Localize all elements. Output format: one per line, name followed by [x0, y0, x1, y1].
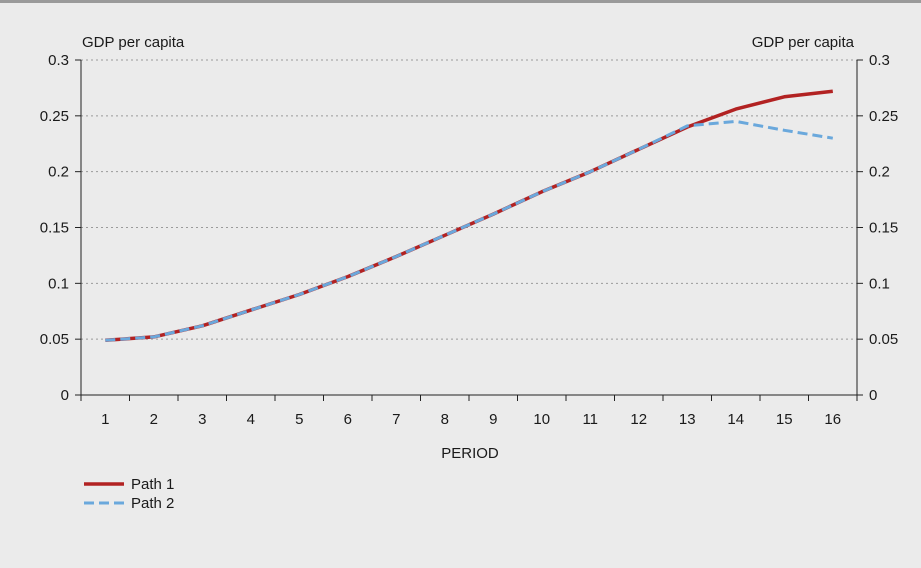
y-left-axis-title: GDP per capita [82, 34, 185, 51]
x-axis-title: PERIOD [441, 445, 499, 462]
x-tick-label-5: 6 [344, 411, 352, 428]
x-tick-label-11: 12 [630, 411, 647, 428]
x-tick-label-14: 15 [776, 411, 793, 428]
legend: Path 1 Path 2 [84, 476, 174, 512]
x-tick-label-13: 14 [727, 411, 744, 428]
y-right-tick-label-5: 0.25 [869, 108, 898, 125]
tick-marks [75, 59, 863, 401]
y-left-tick-label-2: 0.1 [48, 275, 69, 292]
y-left-tick-label-5: 0.25 [40, 108, 69, 125]
y-right-tick-label-3: 0.15 [869, 220, 898, 237]
y-left-tick-label-4: 0.2 [48, 164, 69, 181]
x-tick-label-7: 8 [441, 411, 449, 428]
y-right-tick-label-4: 0.2 [869, 164, 890, 181]
x-tick-label-0: 1 [101, 411, 109, 428]
y-right-tick-label-1: 0.05 [869, 331, 898, 348]
x-tick-label-3: 4 [247, 411, 255, 428]
y-left-tick-label-3: 0.15 [40, 220, 69, 237]
legend-label-path-1: Path 1 [131, 476, 174, 493]
x-tick-label-10: 11 [582, 411, 598, 428]
y-right-tick-label-2: 0.1 [869, 275, 890, 292]
x-tick-label-15: 16 [824, 411, 841, 428]
x-tick-label-9: 10 [533, 411, 550, 428]
y-right-tick-label-6: 0.3 [869, 52, 890, 69]
x-tick-label-12: 13 [679, 411, 696, 428]
legend-label-path-2: Path 2 [131, 495, 174, 512]
tick-labels: 0 0 0.05 0.05 0.1 0.1 0.15 0.15 0.2 0.2 0.25 0.25 0.… [40, 52, 898, 428]
gridlines [81, 59, 857, 340]
x-tick-label-1: 2 [150, 411, 158, 428]
x-tick-label-2: 3 [198, 411, 206, 428]
x-tick-label-4: 5 [295, 411, 303, 428]
series-lines [105, 89, 834, 343]
series-line-path-1 [105, 89, 833, 343]
y-right-axis-title: GDP per capita [752, 34, 855, 51]
x-tick-label-6: 7 [392, 411, 400, 428]
y-left-tick-label-0: 0 [61, 387, 69, 404]
x-tick-label-8: 9 [489, 411, 497, 428]
y-left-tick-label-1: 0.05 [40, 331, 69, 348]
series-line-path-2 [105, 119, 834, 342]
top-rule [0, 0, 921, 3]
y-left-tick-label-6: 0.3 [48, 52, 69, 69]
y-right-tick-label-0: 0 [869, 387, 877, 404]
